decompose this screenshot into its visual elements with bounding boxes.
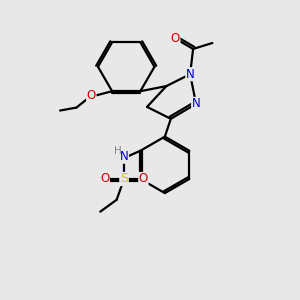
Text: O: O xyxy=(87,89,96,102)
Text: O: O xyxy=(139,172,148,185)
Text: O: O xyxy=(100,172,110,185)
Text: S: S xyxy=(120,172,128,185)
Text: O: O xyxy=(171,32,180,45)
Text: N: N xyxy=(186,68,194,81)
Text: N: N xyxy=(120,150,128,163)
Text: N: N xyxy=(192,98,200,110)
Text: H: H xyxy=(114,146,122,156)
